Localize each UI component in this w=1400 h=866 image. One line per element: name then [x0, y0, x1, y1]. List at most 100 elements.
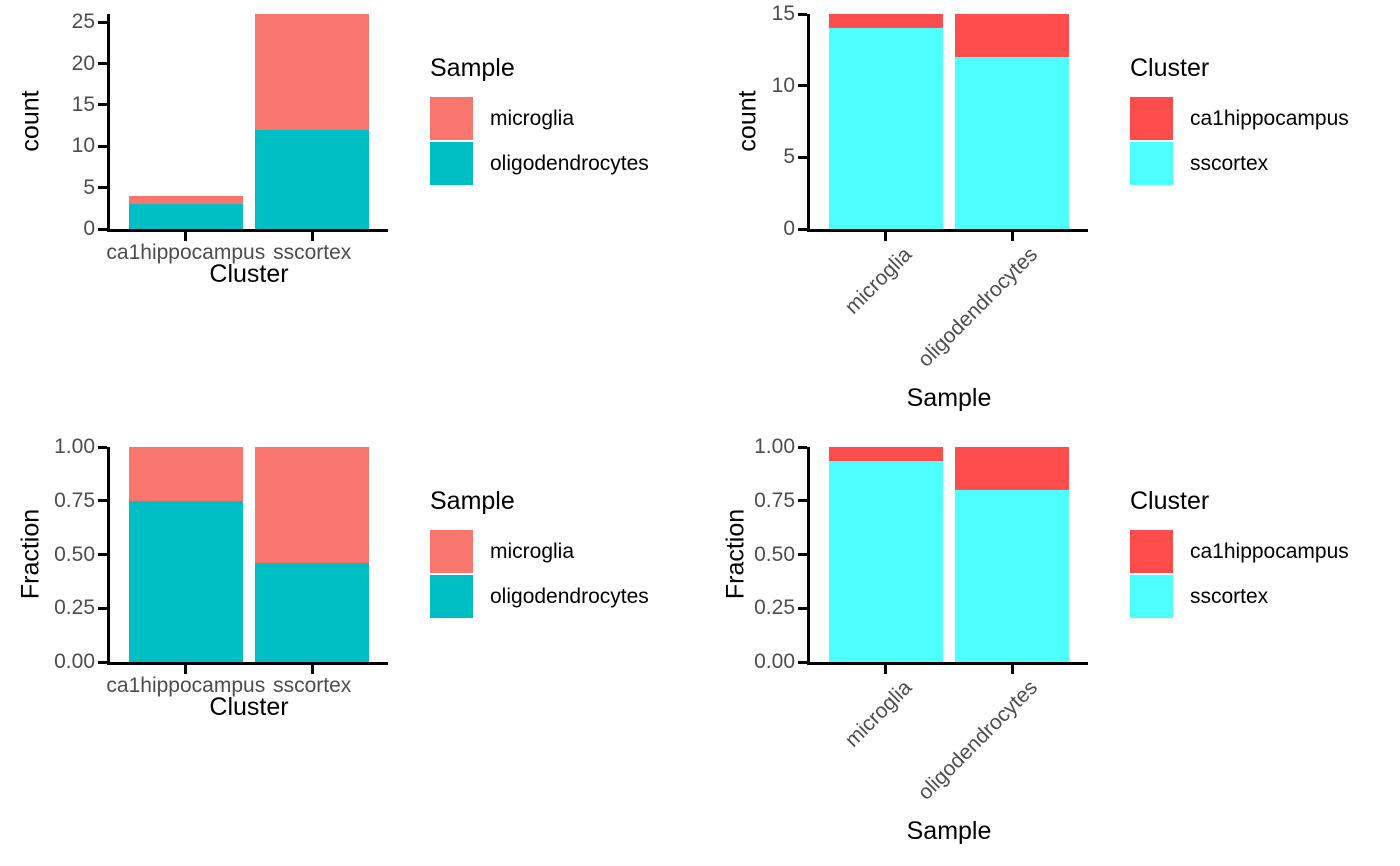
- legend: Cluster ca1hippocampus sscortex: [1130, 54, 1349, 187]
- y-tick-mark: [98, 660, 107, 664]
- legend-item: sscortex: [1130, 142, 1349, 185]
- legend-swatch: [1130, 575, 1173, 618]
- y-tick-label: 0.50: [54, 542, 95, 566]
- y-tick-mark: [798, 499, 807, 503]
- legend-label: ca1hippocampus: [1190, 539, 1349, 563]
- x-tick-mark: [184, 665, 188, 674]
- legend-label: microglia: [490, 539, 575, 563]
- x-tick-label: ca1hippocampus: [106, 674, 266, 697]
- legend-item: ca1hippocampus: [1130, 530, 1349, 573]
- x-tick-label: oligodendrocytes: [913, 243, 1043, 372]
- panel-count-by-cluster: 0 5 10 15 20 25 ca1hippocampus sscortex count C…: [0, 0, 700, 433]
- plot-area: 0.00 0.25 0.50 0.75 1.00 ca1hippocampus sscort…: [54, 436, 388, 697]
- bar-segment-oligodendrocytes: [128, 500, 243, 662]
- bar-segment-ca1hippocampus: [955, 447, 1070, 490]
- bar-segment-sscortex: [828, 28, 943, 229]
- y-tick-label: 10: [771, 73, 795, 97]
- bar-segment-microglia: [128, 447, 243, 501]
- y-tick-label: 0.25: [54, 596, 95, 620]
- y-tick-mark: [98, 62, 107, 66]
- bar-segment-microglia: [128, 195, 243, 205]
- x-tick-mark: [184, 232, 188, 241]
- bar-segment-ca1hippocampus: [828, 447, 943, 462]
- x-axis-title: Cluster: [209, 693, 289, 721]
- plot-area: 0.00 0.25 0.50 0.75 1.00 microglia oligodendro…: [754, 436, 1088, 805]
- legend-label: sscortex: [1190, 584, 1269, 608]
- y-tick-mark: [798, 660, 807, 664]
- y-tick-label: 0.75: [54, 488, 95, 512]
- legend-title: Cluster: [1130, 54, 1210, 82]
- legend-label: oligodendrocytes: [490, 584, 649, 608]
- legend-item: oligodendrocytes: [430, 142, 649, 185]
- x-tick-mark: [1010, 665, 1014, 674]
- legend: Cluster ca1hippocampus sscortex: [1130, 487, 1349, 620]
- y-tick-label: 25: [71, 10, 95, 34]
- x-tick-mark: [310, 665, 314, 674]
- bar-segment-sscortex: [828, 461, 943, 662]
- legend-item: microglia: [430, 97, 649, 140]
- bar-segment-oligodendrocytes: [255, 562, 370, 662]
- y-axis-title: Fraction: [721, 508, 750, 600]
- legend-title: Sample: [430, 487, 515, 515]
- y-tick-label: 0.50: [754, 542, 795, 566]
- y-tick-label: 5: [83, 175, 95, 199]
- y-tick-mark: [98, 499, 107, 503]
- y-axis-title: Fraction: [16, 508, 45, 600]
- y-tick-mark: [798, 12, 807, 16]
- y-tick-label: 20: [71, 51, 95, 75]
- x-tick-label: sscortex: [273, 241, 352, 264]
- plot-area: 0 5 10 15 20 25 ca1hippocampus sscortex: [72, 11, 388, 264]
- y-tick-label: 1.00: [54, 435, 95, 458]
- x-tick-label: microglia: [840, 243, 917, 319]
- y-tick-mark: [98, 20, 107, 24]
- y-tick-label: 10: [71, 134, 95, 158]
- x-axis-title: Cluster: [209, 260, 289, 288]
- legend-swatch: [1130, 97, 1173, 140]
- bar-segment-sscortex: [955, 57, 1070, 229]
- x-tick-mark: [1010, 232, 1014, 241]
- y-tick-label: 5: [783, 145, 795, 169]
- y-axis-title: count: [733, 90, 762, 152]
- legend-swatch: [1130, 142, 1173, 185]
- bar-segment-oligodendrocytes: [128, 204, 243, 229]
- y-tick-mark: [798, 84, 807, 88]
- y-tick-mark: [798, 553, 807, 556]
- legend: Sample microglia oligodendrocytes: [430, 487, 649, 620]
- x-tick-mark: [884, 232, 888, 241]
- y-tick-mark: [798, 606, 807, 610]
- bar-segment-oligodendrocytes: [255, 129, 370, 229]
- y-tick-label: 15: [771, 2, 795, 25]
- legend-swatch: [430, 97, 473, 140]
- y-tick-mark: [798, 227, 807, 231]
- y-tick-mark: [98, 186, 107, 190]
- bar-segment-microglia: [255, 447, 370, 563]
- y-tick-label: 1.00: [754, 435, 795, 458]
- x-axis-title: Sample: [906, 384, 992, 412]
- legend-label: sscortex: [1190, 151, 1269, 175]
- bar-segment-ca1hippocampus: [828, 14, 943, 29]
- x-tick-label: sscortex: [273, 674, 352, 697]
- plot-area: 0 5 10 15 microglia oligodendrocytes: [772, 3, 1088, 372]
- y-tick-mark: [98, 445, 107, 449]
- x-tick-label: ca1hippocampus: [106, 241, 266, 264]
- legend-swatch: [430, 530, 473, 573]
- legend-label: oligodendrocytes: [490, 151, 649, 175]
- legend-item: oligodendrocytes: [430, 575, 649, 618]
- y-tick-label: 0: [783, 217, 795, 240]
- x-axis-title: Sample: [906, 817, 992, 845]
- x-tick-mark: [884, 665, 888, 674]
- y-tick-label: 0: [83, 217, 95, 240]
- x-tick-label: microglia: [840, 676, 917, 752]
- y-tick-mark: [798, 445, 807, 449]
- legend-label: ca1hippocampus: [1190, 106, 1349, 130]
- legend-title: Cluster: [1130, 487, 1210, 515]
- y-tick-label: 0.25: [754, 596, 795, 620]
- y-tick-mark: [798, 155, 807, 159]
- y-tick-mark: [98, 144, 107, 148]
- legend-item: microglia: [430, 530, 649, 573]
- legend-item: sscortex: [1130, 575, 1349, 618]
- panel-count-by-sample: 0 5 10 15 microglia oligodendrocytes count Sa…: [700, 0, 1400, 433]
- y-tick-mark: [98, 103, 107, 107]
- bar-segment-sscortex: [955, 490, 1070, 662]
